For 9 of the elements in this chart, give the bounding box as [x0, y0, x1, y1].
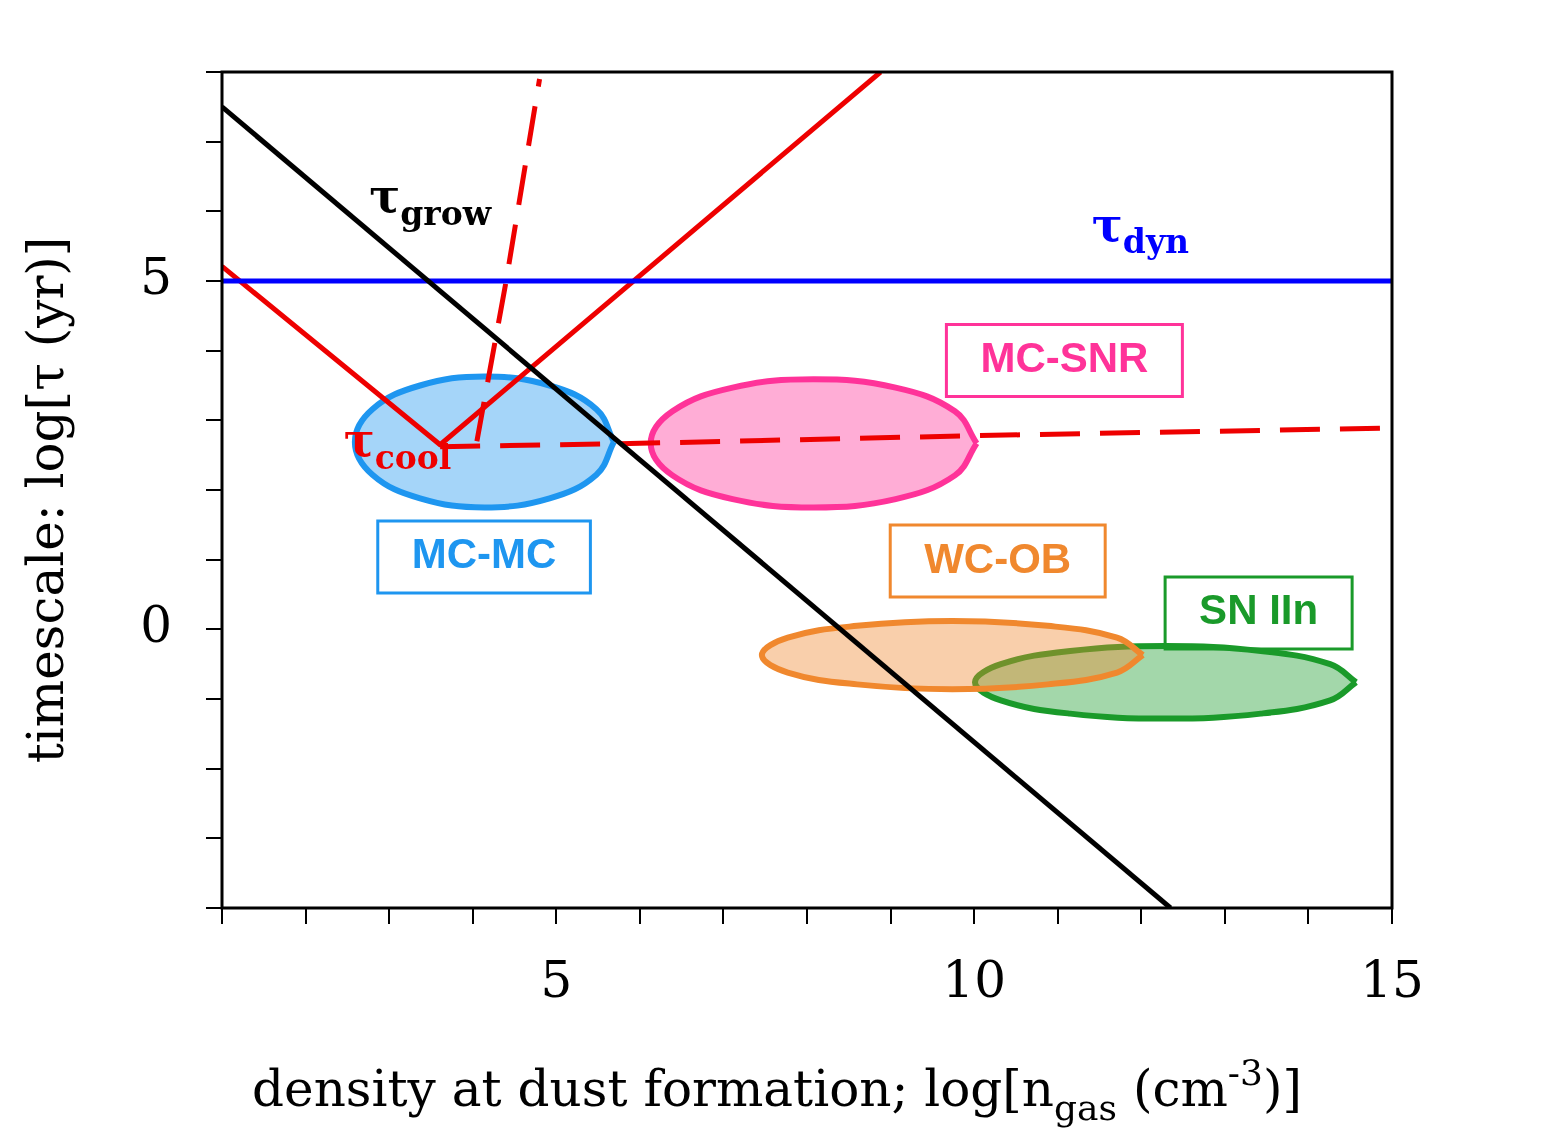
y-tick-label: 0 [140, 596, 172, 655]
x-tick-label: 10 [942, 950, 1006, 1009]
x-tick-label: 5 [540, 950, 573, 1009]
x-tick-label: 15 [1360, 950, 1424, 1009]
series-label: MC-MC [411, 530, 557, 578]
series-label: SN IIn [1199, 586, 1319, 634]
series-label: MC-SNR [980, 334, 1149, 381]
y-axis-title: timescale: log[τ (yr)] [16, 236, 75, 764]
series-label: WC-OB [924, 534, 1072, 582]
